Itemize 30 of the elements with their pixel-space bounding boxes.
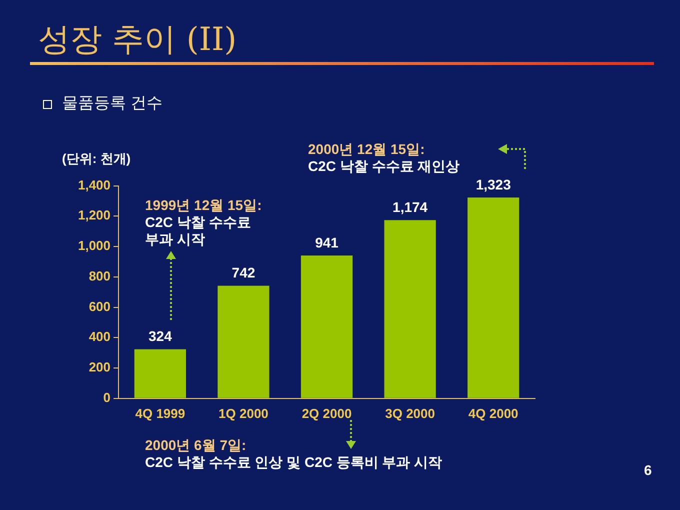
text: 6 bbox=[644, 462, 652, 479]
y-tick-label: 800 bbox=[88, 268, 111, 284]
x-tick-label: 4Q 1999 bbox=[135, 406, 186, 421]
annotation: 1999년 12월 15일: C2C 낙찰 수수료 부과 시작 bbox=[145, 197, 262, 248]
x-tick-label: 2Q 2000 bbox=[302, 406, 352, 421]
x-tick-label: 3Q 2000 bbox=[385, 406, 435, 421]
data-label: 324 bbox=[148, 328, 172, 344]
bar bbox=[218, 286, 270, 398]
data-label: 1,174 bbox=[392, 198, 428, 215]
data-label: 742 bbox=[232, 264, 256, 281]
y-tick-label: 200 bbox=[88, 360, 111, 375]
text: 2000년 6월 7일: C2C 낙찰 수수료 인상 및 C2C 등록비 부과 시작 bbox=[145, 437, 442, 471]
y-tick-label: 1,000 bbox=[78, 238, 111, 254]
bar bbox=[300, 256, 353, 398]
chart-subtitle: 물품등록 건수 bbox=[62, 94, 162, 114]
text: 2000년 12월 15일: C2C 낙찰 수수료 재인상 bbox=[308, 141, 460, 175]
x-tick-label: 4Q 2000 bbox=[468, 406, 518, 421]
y-tick-label: 0 bbox=[103, 390, 111, 405]
chart-title: 성장 추이 (II) bbox=[38, 19, 237, 60]
bar bbox=[384, 220, 436, 398]
y-tick-label: 1,200 bbox=[78, 208, 111, 223]
data-label: 941 bbox=[315, 234, 339, 250]
y-tick-label: 1,400 bbox=[78, 177, 111, 192]
bar bbox=[468, 197, 520, 398]
y-axis-title: (단위: 천개) bbox=[62, 150, 131, 168]
data-label: 1,323 bbox=[476, 176, 512, 192]
bar bbox=[134, 349, 186, 398]
y-tick-label: 600 bbox=[88, 298, 111, 314]
y-tick-label: 400 bbox=[88, 329, 111, 344]
x-tick-label: 1Q 2000 bbox=[218, 406, 268, 421]
